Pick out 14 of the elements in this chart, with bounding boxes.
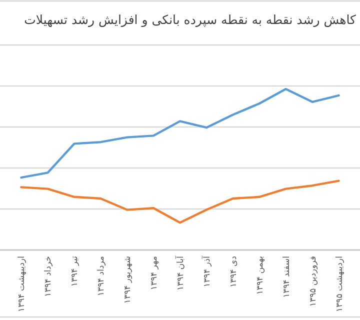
x-tick-label: فروردین ۱۳۹۵: [308, 256, 318, 307]
x-tick-label: خرداد ۱۳۹۴: [44, 256, 54, 297]
chart-title: کاهش رشد نقطه به نقطه سپرده بانکی و افزایش رشد تسهیلات: [24, 12, 356, 28]
x-tick-label: بهمن ۱۳۹۴: [255, 256, 266, 295]
x-tick-label: مهر ۱۳۹۴: [150, 256, 160, 290]
x-tick-label: اردیبهشت ۱۳۹۴: [17, 256, 28, 312]
x-tick-label: شهریور ۱۳۹۴: [123, 256, 134, 304]
x-tick-label: دی ۱۳۹۴: [228, 256, 239, 288]
x-tick-label: مرداد ۱۳۹۴: [96, 256, 107, 296]
x-tick-label: آبان ۱۳۹۴: [175, 255, 186, 291]
x-tick-label: تیر ۱۳۹۴: [70, 255, 80, 287]
x-tick-label: اسفند ۱۳۹۴: [282, 256, 292, 298]
x-tick-label: آذر ۱۳۹۴: [201, 255, 212, 288]
x-tick-label: اردیبهشت ۱۳۹۵: [334, 256, 345, 312]
